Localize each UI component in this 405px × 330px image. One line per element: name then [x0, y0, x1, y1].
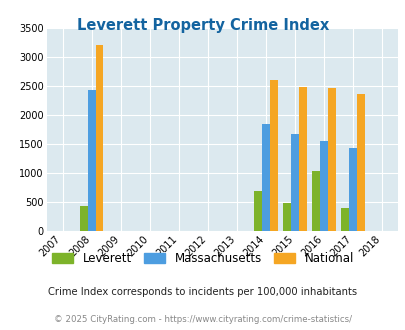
- Bar: [261, 124, 269, 231]
- Bar: [254, 191, 261, 231]
- Bar: [340, 208, 348, 231]
- Bar: [269, 80, 277, 231]
- Bar: [290, 134, 298, 231]
- Text: © 2025 CityRating.com - https://www.cityrating.com/crime-statistics/: © 2025 CityRating.com - https://www.city…: [54, 315, 351, 324]
- Legend: Leverett, Massachusetts, National: Leverett, Massachusetts, National: [49, 248, 356, 269]
- Bar: [319, 141, 327, 231]
- Bar: [327, 88, 335, 231]
- Bar: [311, 171, 319, 231]
- Bar: [87, 90, 95, 231]
- Bar: [95, 46, 103, 231]
- Bar: [80, 206, 87, 231]
- Text: Leverett Property Crime Index: Leverett Property Crime Index: [77, 18, 328, 33]
- Bar: [356, 94, 364, 231]
- Bar: [282, 203, 290, 231]
- Text: Crime Index corresponds to incidents per 100,000 inhabitants: Crime Index corresponds to incidents per…: [48, 287, 357, 297]
- Bar: [298, 86, 306, 231]
- Bar: [348, 148, 356, 231]
